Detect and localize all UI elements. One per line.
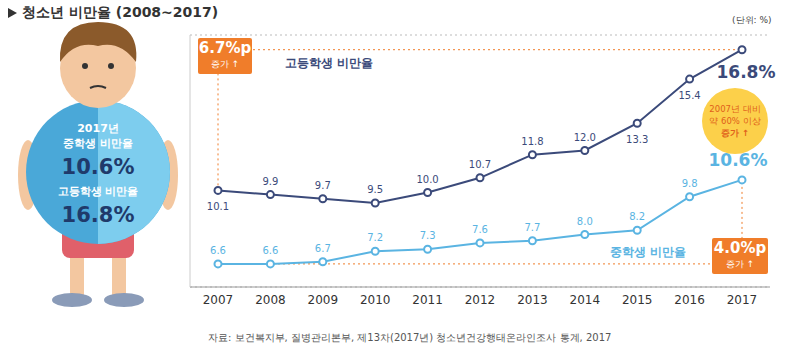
html-text:4.0%p: 4.0%p [713,239,767,257]
svg-text:2016: 2016 [674,293,705,307]
html-text:(단위: %): (단위: %) [732,15,772,25]
html-text:6.7%p: 6.7%p [198,39,252,57]
svg-text:13.3: 13.3 [626,134,648,145]
svg-text:9.7: 9.7 [315,180,331,191]
svg-text:2009: 2009 [308,293,339,307]
svg-text:10.0: 10.0 [416,174,438,185]
svg-text:2015: 2015 [622,293,653,307]
svg-text:6.6: 6.6 [262,245,278,256]
svg-text:2010: 2010 [360,293,391,307]
svg-text:9.8: 9.8 [682,178,698,189]
html-text:2007년 대비: 2007년 대비 [709,104,761,114]
svg-text:10.6%: 10.6% [62,155,135,179]
svg-text:15.4: 15.4 [678,90,700,101]
html-text:자료: 보건복지부, 질병관리본부, 제13차(2017년): 자료: 보건복지부, 질병관리본부, 제13차(2017년) 청소년건강행태온라… [208,332,612,343]
svg-text:6.6: 6.6 [210,245,226,256]
html-text:중학생 비만율: 중학생 비만율 [610,245,687,259]
svg-text:2014: 2014 [570,293,601,307]
svg-text:2011: 2011 [412,293,443,307]
svg-text:6.7: 6.7 [315,243,331,254]
html-text:청소년 비만율 (2008~2017): 청소년 비만율 (2008~2017) [22,4,219,20]
svg-text:12.0: 12.0 [574,132,596,143]
svg-text:8.0: 8.0 [577,216,593,227]
svg-text:10.1: 10.1 [207,201,229,212]
svg-text:10.6%: 10.6% [708,149,768,170]
html-text:증가 ↑: 증가 ↑ [721,128,749,138]
svg-text:2017년: 2017년 [77,122,119,135]
svg-text:2007: 2007 [203,293,234,307]
svg-text:고등학생 비만율: 고등학생 비만율 [58,185,139,198]
svg-text:7.6: 7.6 [472,224,488,235]
html-text:증가 ↑: 증가 ↑ [210,59,240,69]
svg-text:7.2: 7.2 [367,232,383,243]
svg-text:2008: 2008 [255,293,286,307]
html-text:고등학생 비만율: 고등학생 비만율 [285,56,374,70]
svg-text:2017: 2017 [727,293,758,307]
svg-text:2012: 2012 [465,293,496,307]
svg-text:9.9: 9.9 [262,176,278,187]
svg-text:2013: 2013 [517,293,548,307]
svg-text:7.7: 7.7 [524,222,540,233]
svg-text:8.2: 8.2 [629,211,645,222]
svg-text:9.5: 9.5 [367,184,383,195]
svg-text:7.3: 7.3 [420,230,436,241]
svg-text:중학생 비만율: 중학생 비만율 [63,137,133,150]
svg-text:16.8%: 16.8% [62,203,135,227]
html-text:증가 ↑: 증가 ↑ [725,259,755,269]
html-text:약 60% 이상: 약 60% 이상 [709,116,761,126]
svg-text:11.8: 11.8 [521,136,543,147]
svg-text:16.8%: 16.8% [717,62,776,82]
svg-text:10.7: 10.7 [469,159,491,170]
